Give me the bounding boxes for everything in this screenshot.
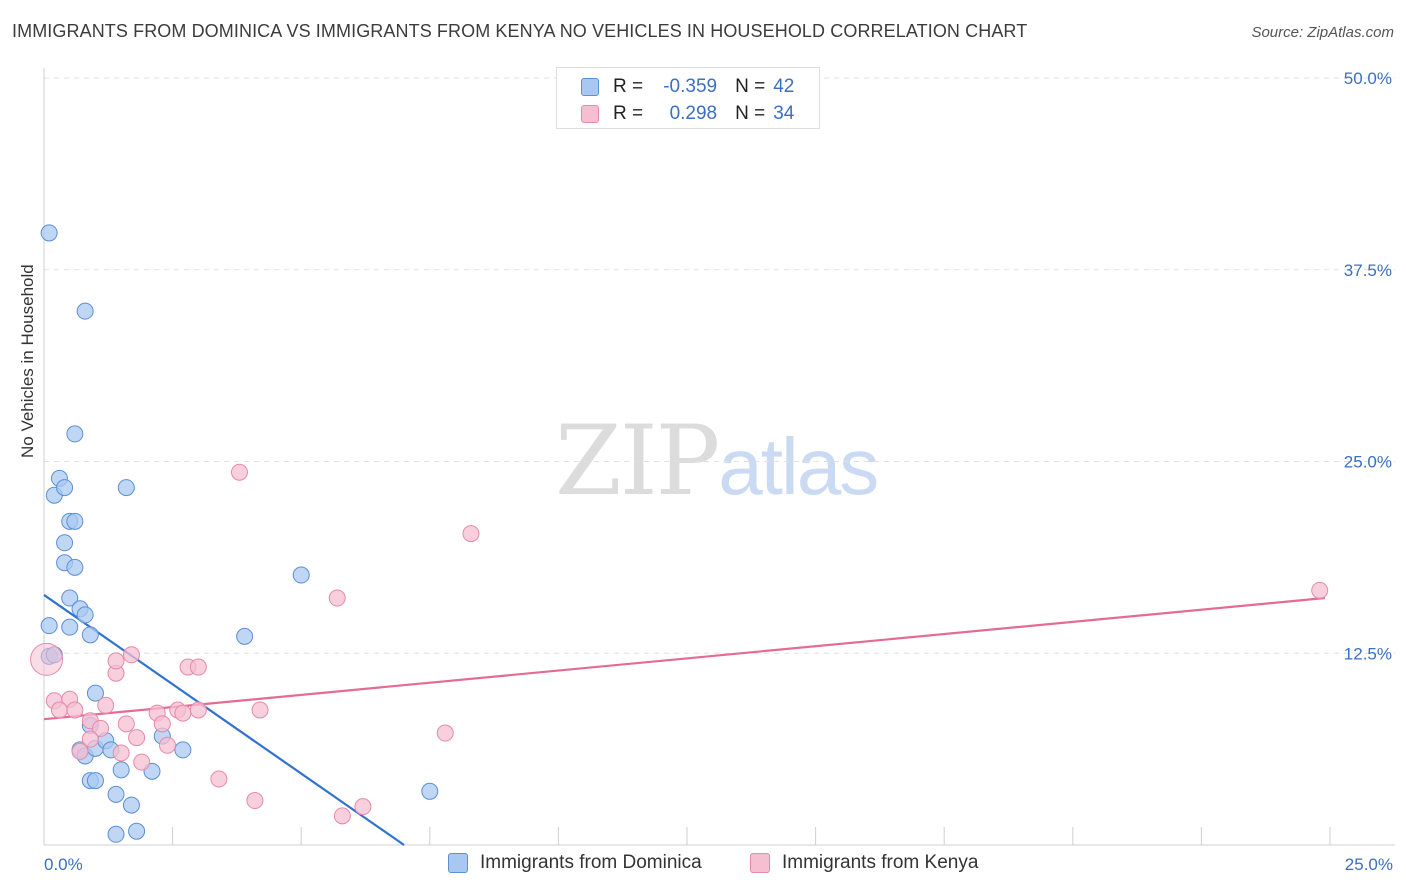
dominica-point (117, 479, 135, 497)
series-swatch-blue (448, 853, 468, 873)
axes (43, 68, 1395, 846)
dominica-point (236, 627, 254, 645)
kenya-point (354, 798, 372, 816)
kenya-point (133, 753, 151, 771)
dominica-point (174, 741, 192, 759)
kenya-point (71, 742, 89, 760)
kenya-point (333, 807, 351, 825)
kenya-point (117, 715, 135, 733)
trend-lines (43, 594, 1325, 846)
chart-title: IMMIGRANTS FROM DOMINICA VS IMMIGRANTS F… (12, 21, 1028, 41)
kenya-point (153, 715, 171, 733)
legend-r-value: 0.298 (669, 103, 718, 124)
dominica-point (76, 606, 94, 624)
watermark-atlas: atlas (718, 422, 879, 511)
kenya-point (92, 719, 110, 737)
kenya-point (30, 642, 64, 676)
legend-swatch-pink (581, 105, 599, 123)
kenya-point (462, 525, 480, 543)
dominica-point (66, 512, 84, 530)
dominica-point (107, 825, 125, 843)
dominica-point (421, 782, 439, 800)
dominica-point (122, 796, 140, 814)
legend-n-label: N = (735, 103, 766, 124)
dominica-trend-line (43, 594, 405, 846)
legend-n-value: 34 (773, 103, 795, 124)
kenya-point (112, 744, 130, 762)
dominica-point (66, 558, 84, 576)
kenya-point (128, 729, 146, 747)
kenya-point (107, 652, 125, 670)
dominica-point (40, 617, 58, 635)
grid-lines (44, 77, 1395, 654)
kenya-point (189, 658, 207, 676)
series-legend-dominica: Immigrants from Dominica (448, 852, 702, 874)
source-label: Source: ZipAtlas.com (1251, 24, 1394, 41)
kenya-point (189, 701, 207, 719)
kenya-point (230, 463, 248, 481)
legend-r-label: R = (613, 76, 644, 97)
kenya-point (97, 696, 115, 714)
dominica-point (66, 425, 84, 443)
legend-r-label: R = (613, 103, 644, 124)
dominica-point (56, 479, 74, 497)
series-legend-label: Immigrants from Kenya (782, 852, 979, 873)
kenya-point (328, 589, 346, 607)
kenya-point (122, 646, 140, 664)
kenya-point (246, 792, 264, 810)
legend-r-value: -0.359 (663, 76, 718, 97)
dominica-point (40, 224, 58, 242)
kenya-point (50, 701, 68, 719)
dominica-point (76, 302, 94, 320)
y-tick-label: 12.5% (1344, 644, 1392, 663)
dominica-point (112, 761, 130, 779)
series-legend-kenya: Immigrants from Kenya (750, 852, 978, 874)
x-tick-label: 25.0% (1345, 855, 1393, 874)
data-points (30, 224, 1329, 843)
dominica-point (86, 684, 104, 702)
series-swatch-pink (750, 853, 770, 873)
dominica-point (61, 589, 79, 607)
kenya-trend-line (43, 596, 1325, 721)
dominica-point (292, 566, 310, 584)
y-tick-label: 37.5% (1344, 261, 1392, 280)
y-tick-label: 50.0% (1344, 69, 1392, 88)
kenya-point (1311, 581, 1329, 599)
dominica-point (107, 785, 125, 803)
watermark: ZIPatlas (555, 405, 879, 517)
kenya-point (81, 730, 99, 748)
dominica-point (86, 772, 104, 790)
legend-swatch-blue (581, 78, 599, 96)
kenya-point (66, 701, 84, 719)
y-axis-label: No Vehicles in Household (18, 264, 37, 458)
kenya-point (210, 770, 228, 788)
kenya-point (436, 724, 454, 742)
legend-row-kenya: R = 0.298 N = 34 (581, 103, 794, 125)
dominica-point (56, 534, 74, 552)
y-tick-label: 25.0% (1344, 453, 1392, 472)
correlation-legend: R = -0.359 N = 42 R = 0.298 N = 34 (556, 67, 820, 129)
legend-n-label: N = (735, 76, 766, 97)
x-tick-label: 0.0% (44, 855, 83, 874)
legend-n-value: 42 (773, 76, 795, 97)
kenya-point (174, 704, 192, 722)
series-legend-label: Immigrants from Dominica (480, 852, 702, 873)
dominica-point (61, 618, 79, 636)
kenya-point (158, 736, 176, 754)
tick-labels: 12.5% 25.0% 37.5% 50.0% 0.0% 25.0% (44, 69, 1393, 874)
dominica-point (81, 626, 99, 644)
dominica-point (128, 822, 146, 840)
legend-row-dominica: R = -0.359 N = 42 (581, 76, 794, 98)
kenya-point (251, 701, 269, 719)
